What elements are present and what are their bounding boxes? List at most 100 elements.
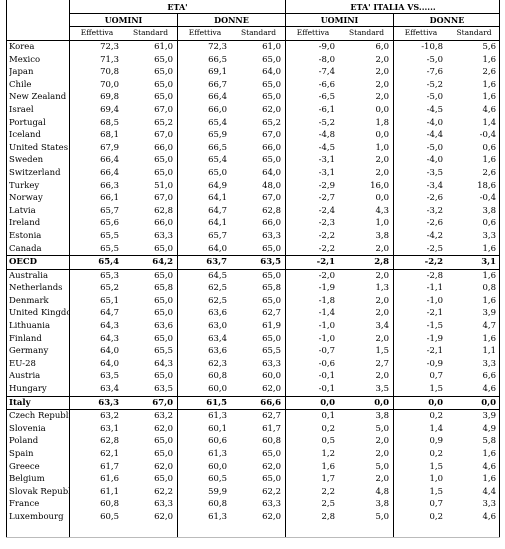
- value-cell: -5,2: [426, 79, 443, 90]
- value-cell: 64,5: [208, 270, 227, 281]
- value-cell: 65,0: [154, 371, 173, 382]
- value-cell: -2,2: [318, 243, 335, 254]
- value-cell: 63,6: [208, 346, 227, 357]
- value-cell: 1,6: [482, 474, 496, 485]
- value-cell: 66,4: [208, 92, 227, 103]
- value-cell: 1,6: [482, 270, 496, 281]
- value-cell: -2,9: [318, 180, 335, 191]
- table-row: Greece 61,7 62,0 60,0 62,0 1,6 5,0 1,5 4,6: [6, 461, 500, 474]
- country-cell: Norway: [9, 193, 43, 204]
- value-cell: 66,0: [154, 142, 173, 153]
- table-row: Japan 70,8 65,0 69,1 64,0 -7,4 2,0 -7,6 2,6: [6, 66, 500, 79]
- table-row: Canada 65,5 65,0 64,0 65,0 -2,2 2,0 -2,5 1,6: [6, 243, 500, 256]
- value-cell: 64,2: [152, 257, 173, 268]
- country-cell: Chile: [9, 79, 32, 90]
- value-cell: 1,4: [482, 117, 496, 128]
- table-row: Austria 63,5 65,0 60,8 60,0 -0,1 2,0 0,7 6,6: [6, 370, 500, 383]
- value-cell: 1,6: [482, 54, 496, 65]
- value-cell: -2,5: [426, 243, 443, 254]
- value-cell: 65,8: [154, 283, 173, 294]
- value-cell: -1,0: [426, 295, 443, 306]
- value-cell: 62,8: [262, 205, 281, 216]
- value-cell: 2,0: [375, 54, 389, 65]
- value-cell: 0,2: [321, 423, 335, 434]
- table-row: United Kingdom 64,7 65,0 63,6 62,7 -1,4 2,0 -2,…: [6, 307, 500, 320]
- table-row: France 60,8 63,3 60,8 63,3 2,5 3,8 0,7 3,3: [6, 498, 500, 511]
- value-cell: 1,3: [375, 283, 389, 294]
- table-row: Lithuania 64,3 63,6 63,0 61,9 -1,0 3,4 -1,5 4,7: [6, 320, 500, 333]
- value-cell: 3,8: [375, 411, 389, 422]
- value-cell: 65,0: [154, 449, 173, 459]
- value-cell: 60,8: [208, 371, 227, 382]
- value-cell: -4,2: [426, 230, 443, 241]
- value-cell: 2,0: [375, 270, 389, 281]
- value-cell: 1,0: [375, 218, 389, 229]
- value-cell: 2,0: [375, 474, 389, 485]
- table-row: OECD 65,4 64,2 63,7 63,5 -2,1 2,8 -2,2 3,1: [6, 255, 500, 269]
- value-cell: 62,0: [154, 461, 173, 472]
- table-row: Spain 62,1 65,0 61,3 65,0 1,2 2,0 0,2 1,6: [6, 448, 500, 461]
- value-cell: -3,2: [426, 205, 443, 216]
- value-cell: 63,0: [208, 321, 227, 332]
- value-cell: 62,0: [262, 104, 281, 115]
- country-cell: Sweden: [9, 155, 44, 166]
- table-bottom: [6, 537, 500, 538]
- table-row: Latvia 65,7 62,8 64,7 62,8 -2,4 4,3 -3,2 3,8: [6, 205, 500, 218]
- value-cell: 65,0: [154, 243, 173, 254]
- value-cell: 4,3: [375, 205, 389, 216]
- table-row: Italy 63,3 67,0 61,5 66,6 0,0 0,0 0,0 0,0: [6, 395, 500, 410]
- table-row: Luxembourg 60,5 62,0 61,3 62,0 2,8 5,0 0,2 4,6: [6, 511, 500, 524]
- value-cell: 0,5: [321, 436, 335, 447]
- value-cell: -9,0: [318, 42, 335, 52]
- value-cell: -2,6: [426, 193, 443, 204]
- value-cell: 62,1: [100, 449, 119, 459]
- value-cell: 70,8: [100, 67, 119, 78]
- value-cell: 66,4: [100, 167, 119, 178]
- value-cell: 65,7: [100, 205, 119, 216]
- column-divider: [393, 14, 394, 537]
- value-cell: 3,9: [482, 411, 496, 422]
- value-cell: 66,0: [262, 218, 281, 229]
- table-row: Portugal 68,5 65,2 65,4 65,2 -5,2 1,8 -4,0 1,4: [6, 117, 500, 130]
- value-cell: 63,7: [206, 257, 227, 268]
- value-cell: 61,9: [262, 321, 281, 332]
- value-cell: -7,4: [318, 67, 335, 78]
- table-row: Slovak Republic 61,1 62,2 59,9 62,2 2,2 4,8 1,5…: [6, 486, 500, 499]
- value-cell: 3,8: [482, 205, 496, 216]
- country-cell: Portugal: [9, 117, 46, 128]
- value-cell: 66,1: [100, 193, 119, 204]
- value-cell: -1,4: [318, 308, 335, 319]
- table-row: Germany 64,0 65,5 63,6 65,5 -0,7 1,5 -2,1 1,1: [6, 345, 500, 358]
- country-cell: Hungary: [9, 384, 47, 395]
- value-cell: 65,0: [154, 436, 173, 447]
- value-cell: -0,4: [479, 130, 496, 141]
- value-cell: 2,0: [375, 167, 389, 178]
- header-uomini: UOMINI: [104, 15, 143, 25]
- value-cell: 70,0: [100, 79, 119, 90]
- value-cell: 64,0: [208, 243, 227, 254]
- value-cell: 66,5: [208, 54, 227, 65]
- value-cell: 67,0: [262, 130, 281, 141]
- value-cell: 68,5: [100, 117, 119, 128]
- value-cell: -2,1: [426, 346, 443, 357]
- country-cell: Canada: [9, 243, 42, 254]
- value-cell: 65,0: [154, 167, 173, 178]
- country-cell: OECD: [9, 257, 38, 268]
- value-cell: 63,4: [100, 384, 119, 395]
- value-cell: 0,2: [429, 511, 443, 522]
- value-cell: 61,5: [206, 397, 227, 408]
- country-cell: New Zealand: [9, 92, 67, 103]
- table-row: Poland 62,8 65,0 60,6 60,8 0,5 2,0 0,9 5,8: [6, 435, 500, 448]
- value-cell: 64,3: [154, 358, 173, 369]
- value-cell: 3,3: [482, 230, 496, 241]
- value-cell: 65,9: [208, 130, 227, 141]
- value-cell: 2,8: [321, 511, 335, 522]
- country-cell: Australia: [9, 270, 49, 281]
- header-standard: Standard: [348, 28, 385, 37]
- country-cell: Korea: [9, 42, 35, 52]
- value-cell: -5,0: [426, 92, 443, 103]
- value-cell: 65,0: [208, 167, 227, 178]
- country-cell: Finland: [9, 333, 42, 344]
- country-cell: United Kingdom: [9, 308, 69, 319]
- value-cell: 65,5: [100, 230, 119, 241]
